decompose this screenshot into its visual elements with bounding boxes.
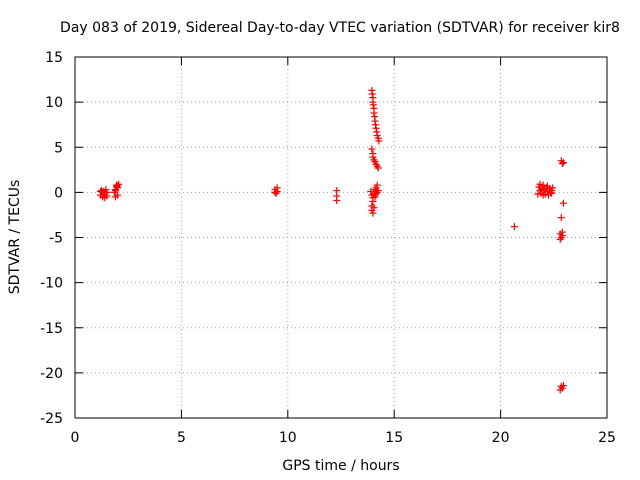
plot-frame — [74, 56, 608, 419]
data-point — [369, 209, 377, 217]
data-point — [374, 164, 382, 172]
data-point — [368, 90, 376, 98]
data-point-layer — [97, 86, 567, 394]
data-point — [558, 228, 566, 236]
data-point — [543, 182, 551, 190]
tick-label-layer: 0 5 10 15 20 25 -25 -20 -15 -10 -5 0 5 10 15 — [40, 50, 616, 446]
data-point — [114, 182, 122, 190]
x-axis-label: GPS time / hours — [282, 458, 399, 474]
data-point — [556, 235, 564, 243]
y-tick-label: -5 — [49, 231, 63, 247]
chart-title: Day 083 of 2019, Sidereal Day-to-day VTE… — [60, 20, 620, 36]
data-point — [539, 191, 547, 199]
x-tick-label: 25 — [598, 430, 616, 446]
data-point — [369, 197, 377, 205]
data-point — [333, 196, 341, 204]
y-tick-label: -10 — [40, 276, 63, 292]
grid-layer — [75, 57, 607, 418]
data-point — [559, 199, 567, 207]
data-point — [536, 180, 544, 188]
data-point — [271, 188, 279, 196]
data-point — [97, 187, 105, 195]
data-point — [370, 204, 378, 212]
data-point — [534, 190, 542, 198]
data-point — [111, 187, 119, 195]
y-tick-label: -15 — [40, 321, 63, 337]
y-tick-label: -25 — [40, 411, 63, 427]
y-tick-label: -20 — [40, 366, 63, 382]
data-point — [100, 191, 108, 199]
data-point — [548, 189, 556, 197]
data-point — [371, 121, 379, 129]
data-point — [372, 124, 380, 132]
data-point — [114, 191, 122, 199]
x-tick-label: 5 — [177, 430, 186, 446]
data-point — [510, 223, 518, 231]
data-point — [559, 382, 567, 390]
data-point — [373, 181, 381, 189]
y-axis-label: SDTVAR / TECUs — [7, 180, 23, 295]
data-point — [557, 234, 565, 241]
x-tick-label: 20 — [492, 430, 510, 446]
x-tick-label: 15 — [385, 430, 403, 446]
data-point — [370, 109, 378, 117]
y-tick-label: 5 — [54, 140, 63, 156]
data-point — [372, 190, 380, 198]
data-point — [557, 214, 565, 222]
x-tick-label: 0 — [71, 430, 80, 446]
data-point — [272, 189, 280, 197]
data-point — [368, 145, 376, 153]
y-tick-label: 0 — [54, 185, 63, 201]
y-tick-label: 10 — [45, 95, 63, 111]
data-point — [556, 386, 564, 394]
data-point — [558, 159, 566, 167]
data-point — [559, 159, 567, 167]
data-point — [549, 184, 557, 192]
x-tick-label: 10 — [279, 430, 297, 446]
data-point — [375, 137, 383, 145]
y-tick-label: 15 — [45, 50, 63, 66]
data-point — [369, 101, 377, 109]
data-point — [273, 184, 281, 192]
